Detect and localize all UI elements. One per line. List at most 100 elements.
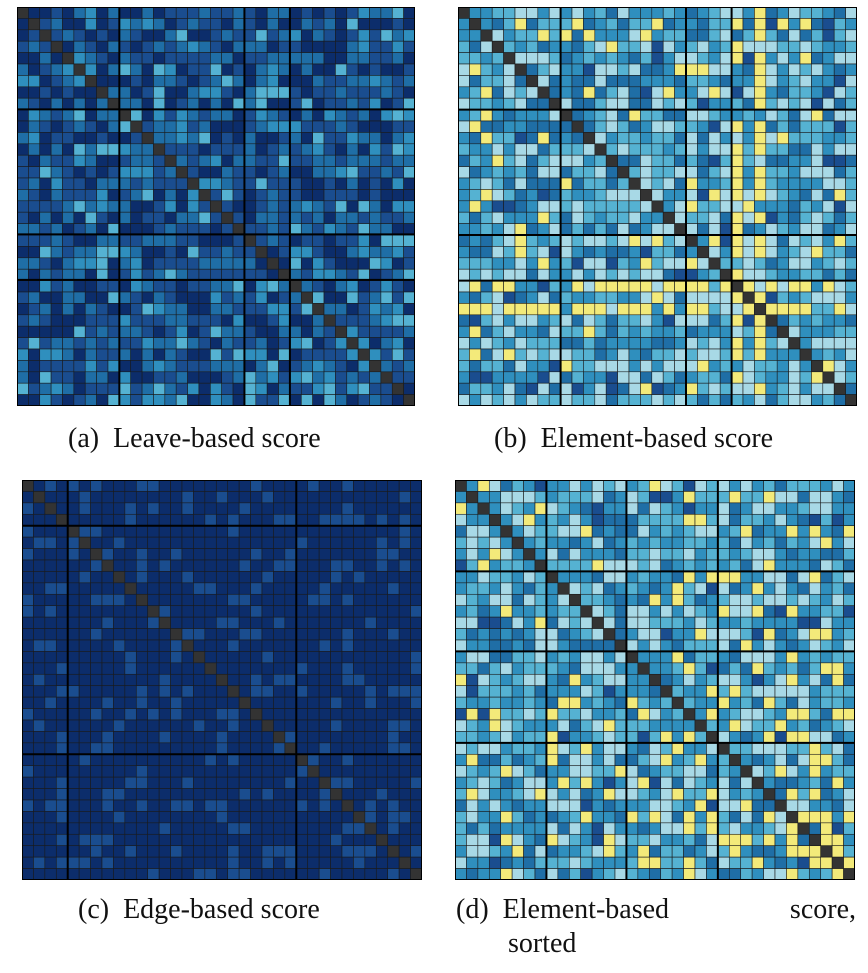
- heatmap-cell: [330, 856, 343, 869]
- heatmap-cell: [335, 268, 348, 281]
- heatmap-cell: [583, 40, 596, 53]
- heatmap-cell: [266, 189, 279, 202]
- heatmap-cell: [33, 776, 46, 789]
- heatmap-cell: [511, 731, 524, 744]
- heatmap-cell: [210, 177, 222, 190]
- heatmap-cell: [651, 314, 664, 327]
- heatmap-cell: [232, 211, 245, 224]
- heatmap-cell: [312, 109, 325, 122]
- heatmap-cell: [742, 166, 755, 179]
- heatmap-cell: [660, 571, 673, 584]
- heatmap-cell: [583, 337, 596, 350]
- heatmap-cell: [17, 382, 29, 395]
- heatmap-cell: [84, 189, 97, 202]
- heatmap-cell: [626, 559, 639, 572]
- heatmap-cell: [28, 52, 41, 65]
- heatmap-cell: [799, 371, 812, 384]
- heatmap-cell: [335, 18, 348, 31]
- heatmap-cell: [273, 548, 286, 561]
- heatmap-diagonal-cell: [289, 280, 302, 293]
- heatmap-cell: [341, 833, 354, 847]
- heatmap-cell: [273, 582, 286, 595]
- heatmap-cell: [341, 731, 354, 744]
- heatmap-cell: [534, 731, 547, 744]
- heatmap-cell: [526, 143, 539, 156]
- heatmap-cell: [307, 536, 320, 549]
- heatmap-cell: [124, 685, 137, 698]
- heatmap-cell: [651, 246, 664, 259]
- heatmap-cell: [469, 40, 482, 53]
- heatmap-diagonal-cell: [500, 525, 513, 538]
- heatmap-cell: [221, 246, 234, 259]
- heatmap-cell: [375, 582, 389, 595]
- heatmap-cell: [708, 303, 721, 316]
- heatmap-cell: [107, 177, 120, 190]
- heatmap-cell: [250, 856, 263, 869]
- heatmap-cell: [403, 97, 415, 110]
- heatmap-cell: [22, 628, 34, 641]
- heatmap-cell: [820, 593, 833, 607]
- heatmap-cell: [284, 571, 297, 584]
- heatmap-cell: [708, 109, 721, 122]
- heatmap-cell: [73, 394, 86, 406]
- heatmap-cell: [307, 811, 320, 824]
- heatmap-cell: [398, 536, 411, 549]
- heatmap-cell: [221, 52, 234, 65]
- heatmap-cell: [300, 7, 313, 19]
- heatmap-cell: [788, 7, 801, 19]
- heatmap-cell: [717, 513, 730, 527]
- heatmap-cell: [380, 382, 393, 395]
- heatmap-cell: [822, 223, 835, 236]
- heatmap-cell: [193, 525, 206, 538]
- heatmap-cell: [480, 97, 493, 110]
- heatmap-cell: [255, 75, 268, 88]
- heatmap-cell: [73, 280, 86, 293]
- heatmap-cell: [751, 582, 764, 595]
- heatmap-cell: [96, 348, 109, 361]
- heatmap-cell: [683, 605, 696, 618]
- heatmap-diagonal-cell: [808, 833, 822, 847]
- heatmap-cell: [198, 268, 211, 281]
- heatmap-cell: [210, 29, 222, 42]
- heatmap-cell: [28, 360, 41, 373]
- heatmap-cell: [583, 177, 596, 190]
- heatmap-cell: [660, 833, 673, 847]
- heatmap-cell: [330, 616, 343, 629]
- heatmap-cell: [215, 753, 229, 767]
- heatmap-cell: [198, 291, 211, 304]
- heatmap-cell: [843, 765, 855, 778]
- heatmap-cell: [232, 86, 245, 99]
- heatmap-cell: [560, 223, 573, 236]
- heatmap-cell: [39, 337, 52, 350]
- heatmap-cell: [22, 548, 34, 561]
- heatmap-cell: [398, 868, 411, 880]
- heatmap-cell: [717, 845, 730, 858]
- heatmap-cell: [594, 325, 607, 338]
- heatmap-cell: [845, 348, 857, 361]
- heatmap-cell: [697, 268, 710, 281]
- heatmap-cell: [674, 303, 687, 316]
- heatmap-cell: [557, 616, 570, 629]
- heatmap-cell: [458, 29, 470, 42]
- heatmap-cell: [833, 257, 846, 270]
- heatmap-cell: [751, 662, 764, 675]
- heatmap-cell: [210, 7, 222, 19]
- heatmap-cell: [651, 109, 664, 122]
- heatmap-diagonal-cell: [28, 18, 41, 31]
- heatmap-cell: [648, 868, 662, 880]
- heatmap-cell: [300, 211, 313, 224]
- heatmap-cell: [833, 75, 846, 88]
- heatmap-cell: [637, 731, 650, 744]
- heatmap-cell: [560, 177, 573, 190]
- heatmap-cell: [799, 132, 812, 145]
- heatmap-cell: [683, 799, 696, 812]
- heatmap-cell: [62, 371, 75, 384]
- heatmap-cell: [300, 303, 313, 316]
- heatmap-cell: [776, 200, 789, 213]
- heatmap-cell: [153, 29, 166, 42]
- heatmap-cell: [628, 52, 641, 65]
- heatmap-cell: [560, 325, 573, 338]
- heatmap-cell: [799, 257, 812, 270]
- heatmap-cell: [221, 63, 234, 76]
- heatmap-cell: [113, 673, 126, 687]
